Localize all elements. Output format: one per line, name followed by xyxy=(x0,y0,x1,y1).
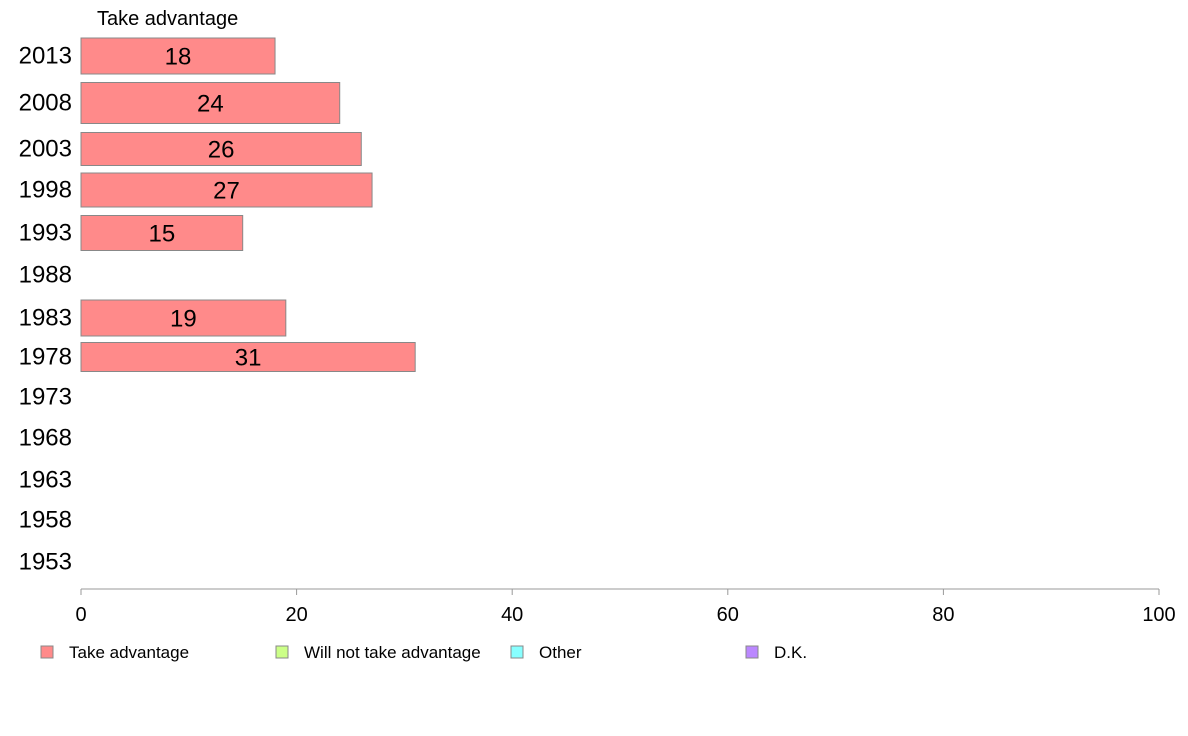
year-label-1958: 1958 xyxy=(19,507,72,534)
x-tick-label-20: 20 xyxy=(285,604,307,626)
x-tick-label-60: 60 xyxy=(717,604,739,626)
legend-swatch-d-k xyxy=(745,645,759,659)
legend-label-other: Other xyxy=(539,643,582,662)
year-label-1953: 1953 xyxy=(19,549,72,576)
x-tick-label-100: 100 xyxy=(1142,604,1175,626)
year-label-1993: 1993 xyxy=(19,220,72,247)
series-title: Take advantage xyxy=(97,8,238,30)
legend-swatch-will-not-take-advantage xyxy=(275,645,289,659)
bar-2008 xyxy=(80,82,341,124)
legend: Take advantage Will not take advantage Oth… xyxy=(40,643,807,662)
legend-label-take-advantage: Take advantage xyxy=(69,643,189,662)
bar-label-1983: 19 xyxy=(170,306,197,333)
bar-label-2013: 18 xyxy=(165,44,192,71)
bar-label-1993: 15 xyxy=(148,221,175,248)
legend-swatch-other xyxy=(510,645,524,659)
x-axis: 0 20 40 60 80 100 xyxy=(75,588,1176,626)
year-label-1983: 1983 xyxy=(19,305,72,332)
bar-label-2008: 24 xyxy=(197,91,224,118)
bar-label-1978: 31 xyxy=(235,345,262,372)
x-tick-label-0: 0 xyxy=(75,604,86,626)
year-label-1973: 1973 xyxy=(19,384,72,411)
bar-2013 xyxy=(80,37,276,75)
year-labels-group: 2013 2008 2003 1998 1993 1988 1983 1978 1973 1968… xyxy=(19,43,72,576)
bar-label-2003: 26 xyxy=(208,137,235,164)
year-label-1968: 1968 xyxy=(19,425,72,452)
bar-1978 xyxy=(80,342,416,372)
legend-swatch-take-advantage xyxy=(40,645,54,659)
x-tick-label-80: 80 xyxy=(932,604,954,626)
year-label-1998: 1998 xyxy=(19,177,72,204)
bar-2003 xyxy=(80,132,362,166)
bar-1998 xyxy=(80,172,373,208)
year-label-2008: 2008 xyxy=(19,90,72,117)
bar-1993 xyxy=(80,215,244,251)
year-label-2003: 2003 xyxy=(19,136,72,163)
bar-1983 xyxy=(80,299,287,337)
x-tick-label-40: 40 xyxy=(501,604,523,626)
legend-label-d-k: D.K. xyxy=(774,643,807,662)
year-label-1978: 1978 xyxy=(19,344,72,371)
year-label-1963: 1963 xyxy=(19,467,72,494)
bar-label-1998: 27 xyxy=(213,178,240,205)
year-label-2013: 2013 xyxy=(19,43,72,70)
legend-label-will-not-take-advantage: Will not take advantage xyxy=(304,643,481,662)
year-label-1988: 1988 xyxy=(19,262,72,289)
